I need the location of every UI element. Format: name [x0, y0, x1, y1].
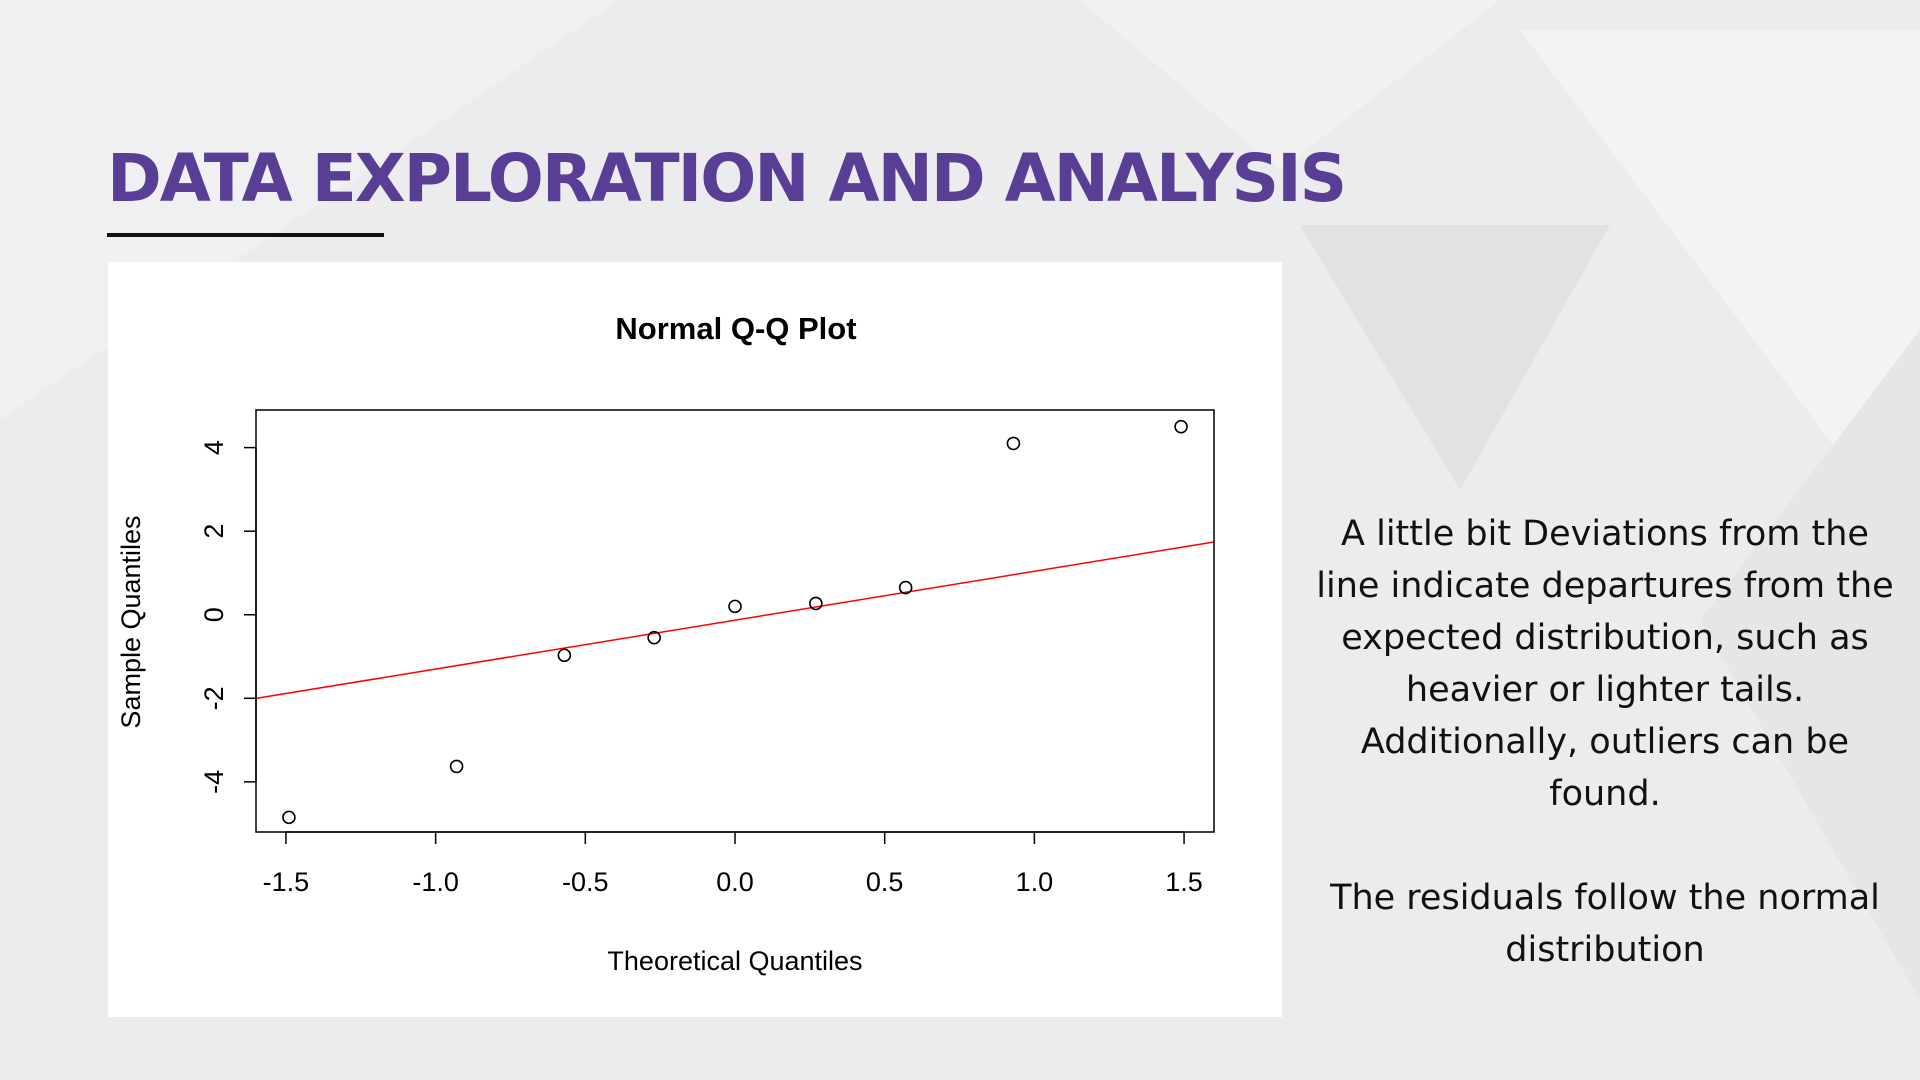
- x-tick-label: -1.0: [412, 867, 459, 897]
- data-point: [728, 599, 742, 614]
- y-tick-label: -4: [199, 770, 229, 794]
- data-point: [557, 648, 572, 663]
- page-title: DATA EXPLORATION AND ANALYSIS: [107, 140, 1347, 217]
- description-paragraph-1: A little bit Deviations from the line in…: [1316, 514, 1894, 814]
- qq-reference-line: [255, 541, 1215, 700]
- chart-title: Normal Q-Q Plot: [615, 311, 856, 346]
- y-tick-label: 0: [199, 607, 229, 622]
- x-tick-label: -0.5: [562, 867, 609, 897]
- x-tick-label: 1.0: [1016, 867, 1054, 897]
- data-point: [449, 759, 464, 774]
- data-point: [809, 596, 823, 611]
- qq-plot-chart: Normal Q-Q Plot -1.5 -1.0 -0.5 0.0 0.5 1.0 1.5…: [116, 311, 1215, 976]
- plot-frame: [255, 409, 1215, 833]
- x-tick-label: -1.5: [263, 867, 310, 897]
- description-paragraph-2: The residuals follow the normal distribu…: [1330, 878, 1880, 970]
- data-point: [1174, 419, 1188, 434]
- data-point: [1006, 436, 1021, 451]
- qq-plot-card: Normal Q-Q Plot -1.5 -1.0 -0.5 0.0 0.5 1.0 1.5…: [108, 262, 1282, 1017]
- x-tick-label: 0.0: [716, 867, 754, 897]
- data-point: [282, 810, 296, 825]
- description-text: A little bit Deviations from the line in…: [1310, 508, 1900, 976]
- title-underline: [107, 233, 384, 237]
- x-tick-label: 0.5: [866, 867, 904, 897]
- y-tick-label: -2: [199, 686, 229, 710]
- x-axis-label: Theoretical Quantiles: [607, 946, 862, 976]
- y-tick-label: 4: [199, 440, 229, 455]
- data-point: [647, 630, 661, 645]
- y-tick-label: 2: [199, 524, 229, 539]
- y-axis-label: Sample Quantiles: [116, 515, 146, 728]
- x-tick-label: 1.5: [1165, 867, 1203, 897]
- paragraph-spacer: [1310, 820, 1900, 872]
- data-point: [898, 580, 913, 595]
